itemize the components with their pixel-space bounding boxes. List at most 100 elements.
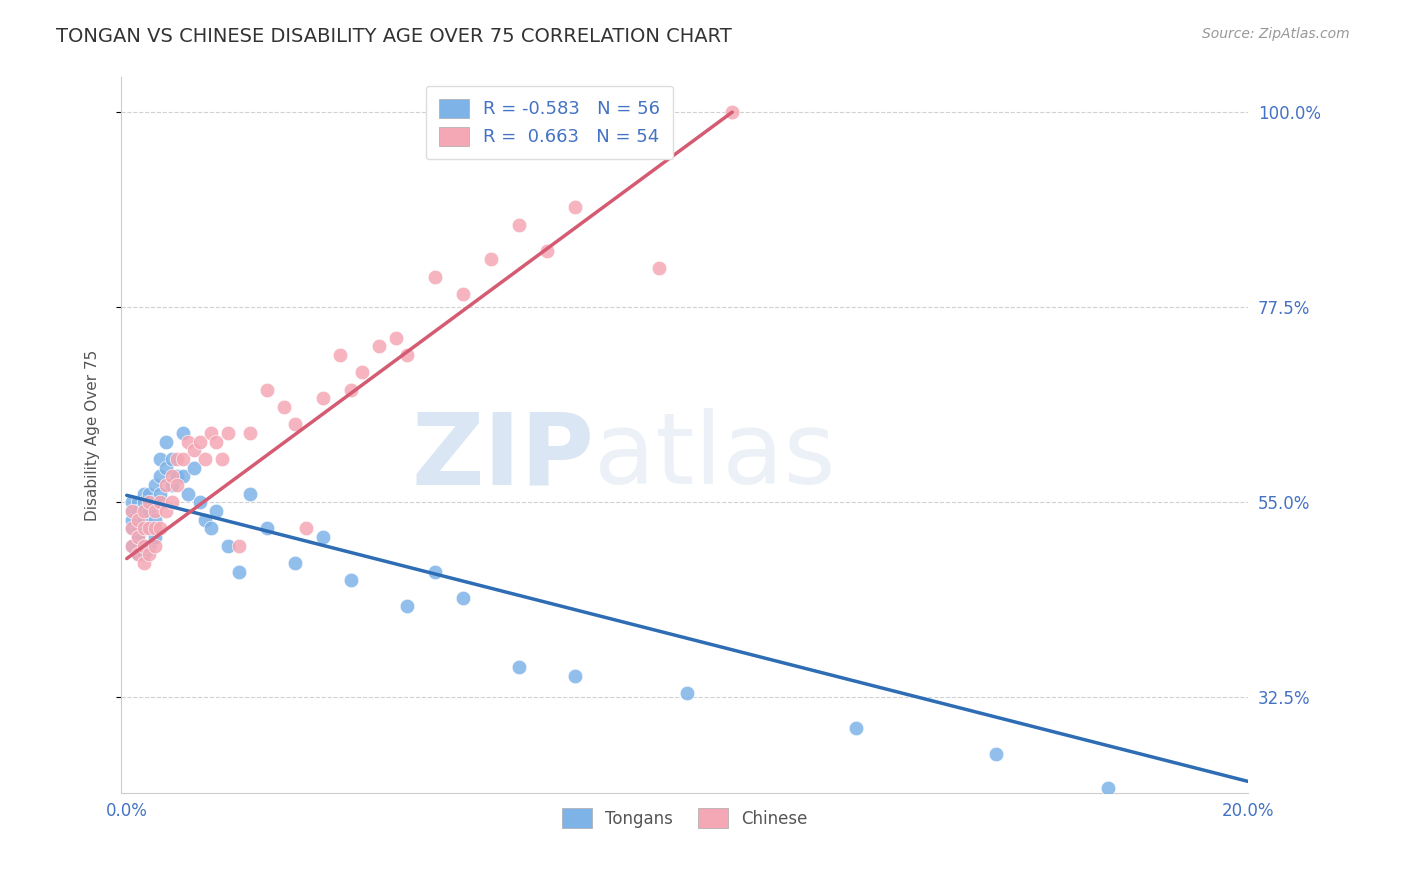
Point	[160, 495, 183, 509]
Point	[340, 383, 363, 397]
Point	[228, 565, 250, 579]
Point	[256, 383, 278, 397]
Point	[121, 521, 143, 535]
Point	[676, 686, 699, 700]
Point	[177, 434, 200, 449]
Text: ZIP: ZIP	[412, 408, 595, 505]
Point	[183, 460, 205, 475]
Point	[396, 599, 419, 614]
Point	[451, 287, 474, 301]
Point	[239, 425, 262, 440]
Point	[121, 521, 143, 535]
Point	[200, 521, 222, 535]
Point	[138, 495, 160, 509]
Point	[132, 539, 155, 553]
Point	[273, 400, 295, 414]
Point	[508, 660, 530, 674]
Point	[155, 460, 177, 475]
Point	[536, 244, 558, 258]
Point	[385, 330, 408, 344]
Point	[155, 504, 177, 518]
Point	[451, 591, 474, 605]
Point	[127, 530, 149, 544]
Point	[564, 201, 586, 215]
Point	[172, 469, 194, 483]
Text: atlas: atlas	[595, 408, 837, 505]
Point	[160, 478, 183, 492]
Point	[121, 504, 143, 518]
Point	[479, 252, 502, 267]
Point	[284, 417, 307, 432]
Point	[143, 530, 166, 544]
Point	[194, 451, 217, 466]
Point	[127, 547, 149, 561]
Point	[564, 668, 586, 682]
Point	[205, 504, 228, 518]
Y-axis label: Disability Age Over 75: Disability Age Over 75	[86, 350, 100, 521]
Point	[217, 425, 239, 440]
Point	[172, 451, 194, 466]
Point	[121, 504, 143, 518]
Point	[295, 521, 318, 535]
Point	[239, 486, 262, 500]
Point	[329, 348, 352, 362]
Point	[256, 521, 278, 535]
Point	[127, 495, 149, 509]
Text: Source: ZipAtlas.com: Source: ZipAtlas.com	[1202, 27, 1350, 41]
Point	[200, 425, 222, 440]
Point	[648, 261, 671, 276]
Point	[984, 747, 1007, 761]
Point	[166, 451, 188, 466]
Point	[132, 504, 155, 518]
Point	[143, 495, 166, 509]
Point	[132, 512, 155, 526]
Point	[143, 478, 166, 492]
Text: TONGAN VS CHINESE DISABILITY AGE OVER 75 CORRELATION CHART: TONGAN VS CHINESE DISABILITY AGE OVER 75…	[56, 27, 733, 45]
Point	[368, 339, 391, 353]
Point	[132, 547, 155, 561]
Point	[217, 539, 239, 553]
Point	[149, 451, 172, 466]
Point	[205, 434, 228, 449]
Point	[121, 539, 143, 553]
Point	[138, 486, 160, 500]
Point	[121, 539, 143, 553]
Point	[508, 218, 530, 232]
Point	[166, 478, 188, 492]
Point	[149, 486, 172, 500]
Point	[172, 425, 194, 440]
Point	[132, 495, 155, 509]
Point	[160, 469, 183, 483]
Point	[284, 556, 307, 570]
Point	[160, 451, 183, 466]
Point	[211, 451, 233, 466]
Point	[127, 521, 149, 535]
Point	[423, 269, 446, 284]
Point	[194, 512, 217, 526]
Point	[188, 495, 211, 509]
Legend: Tongans, Chinese: Tongans, Chinese	[555, 802, 814, 834]
Point	[132, 539, 155, 553]
Point	[138, 547, 160, 561]
Point	[127, 504, 149, 518]
Point	[138, 504, 160, 518]
Point	[1097, 781, 1119, 796]
Point	[396, 348, 419, 362]
Point	[149, 495, 172, 509]
Point	[183, 443, 205, 458]
Point	[149, 469, 172, 483]
Point	[228, 539, 250, 553]
Point	[423, 565, 446, 579]
Point	[121, 512, 143, 526]
Point	[127, 547, 149, 561]
Point	[143, 539, 166, 553]
Point	[155, 478, 177, 492]
Point	[188, 434, 211, 449]
Point	[149, 521, 172, 535]
Point	[132, 556, 155, 570]
Point	[138, 539, 160, 553]
Point	[177, 486, 200, 500]
Point	[132, 486, 155, 500]
Point	[132, 521, 155, 535]
Point	[721, 105, 744, 120]
